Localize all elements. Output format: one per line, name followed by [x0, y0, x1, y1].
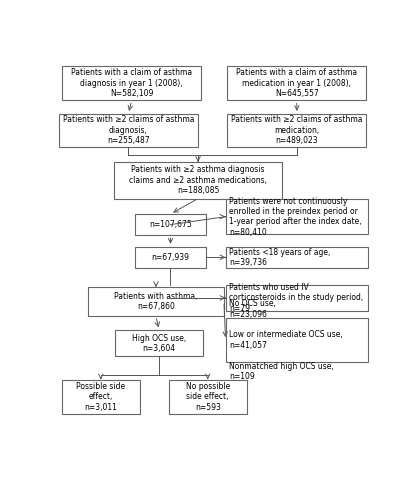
Text: High OCS use,
n=3,604: High OCS use, n=3,604	[132, 334, 186, 353]
FancyBboxPatch shape	[227, 66, 367, 100]
Text: Patients with a claim of asthma
diagnosis in year 1 (2008),
N=582,109: Patients with a claim of asthma diagnosi…	[71, 68, 192, 98]
Text: Patients with ≥2 claims of asthma
diagnosis,
n=255,487: Patients with ≥2 claims of asthma diagno…	[63, 116, 194, 145]
Text: Patients with ≥2 asthma diagnosis
claims and ≥2 asthma medications,
n=188,085: Patients with ≥2 asthma diagnosis claims…	[129, 166, 267, 195]
Text: n=67,939: n=67,939	[151, 253, 189, 262]
Text: Patients were not continuously
enrolled in the preindex period or
1-year period : Patients were not continuously enrolled …	[229, 196, 362, 237]
FancyBboxPatch shape	[226, 285, 368, 311]
Text: No OCS use,
n=23,096

Low or intermediate OCS use,
n=41,057

Nonmatched high OCS: No OCS use, n=23,096 Low or intermediate…	[229, 299, 343, 381]
FancyBboxPatch shape	[114, 162, 282, 198]
FancyBboxPatch shape	[226, 246, 368, 268]
FancyBboxPatch shape	[169, 380, 247, 414]
FancyBboxPatch shape	[227, 114, 367, 146]
Text: Patients who used IV
corticosteroids in the study period,
n=79: Patients who used IV corticosteroids in …	[229, 283, 363, 313]
FancyBboxPatch shape	[135, 246, 206, 268]
FancyBboxPatch shape	[226, 200, 368, 234]
FancyBboxPatch shape	[59, 114, 198, 146]
Text: n=107,675: n=107,675	[149, 220, 192, 229]
FancyBboxPatch shape	[62, 380, 140, 414]
FancyBboxPatch shape	[135, 214, 206, 235]
Text: Patients with asthma,
n=67,860: Patients with asthma, n=67,860	[114, 292, 198, 312]
FancyBboxPatch shape	[62, 66, 201, 100]
Text: Possible side
effect,
n=3,011: Possible side effect, n=3,011	[76, 382, 125, 412]
FancyBboxPatch shape	[115, 330, 203, 356]
FancyBboxPatch shape	[88, 287, 224, 316]
Text: No possible
side effect,
n=593: No possible side effect, n=593	[186, 382, 230, 412]
Text: Patients <18 years of age,
n=39,736: Patients <18 years of age, n=39,736	[229, 248, 330, 267]
Text: Patients with ≥2 claims of asthma
medication,
n=489,023: Patients with ≥2 claims of asthma medica…	[231, 116, 362, 145]
FancyBboxPatch shape	[226, 318, 368, 362]
Text: Patients with a claim of asthma
medication in year 1 (2008),
N=645,557: Patients with a claim of asthma medicati…	[236, 68, 357, 98]
